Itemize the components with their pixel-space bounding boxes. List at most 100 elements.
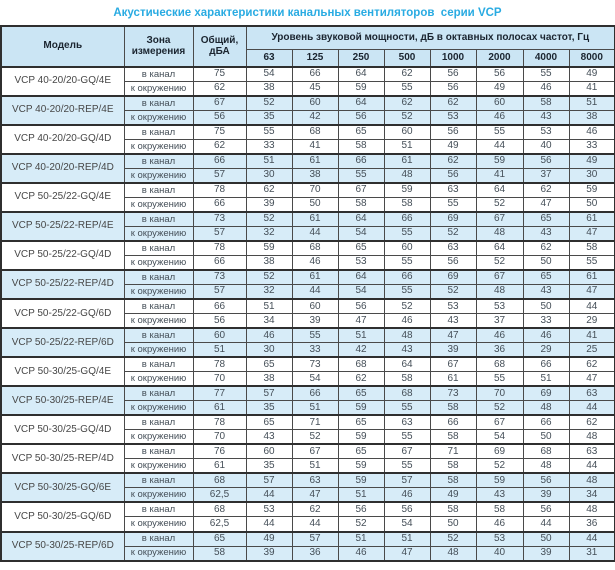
table-body: VCP 40-20/20-GQ/4E в канал 75 54 66 64 62 56 56 5… [0,65,615,562]
freq-8000-cell: 44 [568,400,615,416]
freq-63-cell: 44 [245,487,293,503]
freq-125-cell: 33 [291,342,339,358]
freq-250-cell: 59 [337,81,385,97]
model-name-cell: VCP 50-25/22-GQ/6D [0,298,125,329]
freq-63-cell: 30 [245,342,293,358]
model-name-cell: VCP 50-30/25-REP/6D [0,530,125,562]
zone-out-cell: к окружению [123,487,194,503]
freq-8000-cell: 44 [568,530,615,547]
freq-1000-cell: 52 [429,530,477,547]
header-model: Модель [0,25,125,68]
freq-1000-cell: 69 [429,269,477,286]
zone-in-cell: в канал [123,298,194,315]
freq-2000-cell: 36 [475,342,524,358]
total-dba-cell: 68 [192,472,247,489]
zone-out-cell: к окружению [123,342,194,358]
model-name-cell: VCP 50-30/25-REP/4E [0,385,125,416]
total-dba-cell: 75 [192,66,247,82]
freq-2000-cell: 64 [475,182,524,199]
freq-63-cell: 46 [245,327,293,344]
freq-8000-cell: 61 [568,269,615,286]
freq-1000-cell: 62 [429,95,477,112]
freq-1000-cell: 48 [429,545,477,562]
total-dba-cell: 62,5 [192,516,247,532]
freq-1000-cell: 52 [429,226,477,242]
header-freq-4000: 4000 [522,49,570,68]
freq-125-cell: 44 [291,226,339,242]
freq-500-cell: 66 [383,211,431,228]
freq-500-cell: 55 [383,284,431,300]
freq-2000-cell: 64 [475,240,524,257]
freq-1000-cell: 61 [429,371,477,387]
total-dba-cell: 56 [192,313,247,329]
freq-125-cell: 39 [291,313,339,329]
zone-in-cell: в канал [123,327,194,344]
freq-8000-cell: 46 [568,124,615,141]
zone-in-cell: в канал [123,95,194,112]
zone-out-cell: к окружению [123,458,194,474]
freq-8000-cell: 49 [568,153,615,170]
freq-125-cell: 44 [291,284,339,300]
freq-1000-cell: 58 [429,400,477,416]
freq-8000-cell: 59 [568,182,615,199]
freq-4000-cell: 69 [522,385,570,402]
freq-2000-cell: 58 [475,501,524,518]
freq-125-cell: 66 [291,385,339,402]
total-dba-cell: 78 [192,182,247,199]
freq-8000-cell: 51 [568,95,615,112]
freq-500-cell: 61 [383,153,431,170]
table-row: VCP 50-25/22-GQ/4E в канал 78 62 70 67 59 63 64 6… [0,182,615,213]
freq-1000-cell: 49 [429,139,477,155]
freq-4000-cell: 50 [522,298,570,315]
freq-63-cell: 57 [245,385,293,402]
freq-4000-cell: 37 [522,168,570,184]
freq-500-cell: 51 [383,139,431,155]
freq-8000-cell: 47 [568,371,615,387]
freq-500-cell: 63 [383,414,431,431]
model-name-cell: VCP 50-25/22-REP/4E [0,211,125,242]
zone-out-cell: к окружению [123,371,194,387]
table-row: VCP 50-25/22-REP/4E в канал 73 52 61 64 66 69 67… [0,211,615,242]
freq-1000-cell: 66 [429,414,477,431]
header-freq-group: Уровень звуковой мощности, дБ в октавных… [245,25,615,50]
model-name-cell: VCP 50-30/25-GQ/4E [0,356,125,387]
freq-63-cell: 38 [245,81,293,97]
freq-2000-cell: 43 [475,487,524,503]
freq-4000-cell: 56 [522,501,570,518]
model-name-cell: VCP 40-20/20-GQ/4E [0,65,125,97]
freq-125-cell: 46 [291,255,339,271]
freq-500-cell: 58 [383,371,431,387]
freq-8000-cell: 30 [568,168,615,184]
freq-125-cell: 54 [291,371,339,387]
freq-4000-cell: 51 [522,371,570,387]
freq-63-cell: 39 [245,545,293,562]
freq-4000-cell: 44 [522,516,570,532]
zone-in-cell: в канал [123,66,194,82]
freq-250-cell: 64 [337,95,385,112]
freq-4000-cell: 56 [522,153,570,170]
freq-125-cell: 45 [291,81,339,97]
table-row: VCP 50-25/22-GQ/6D в канал 66 51 60 56 52 53 53 5… [0,298,615,329]
table-row: к окружению 56 35 42 56 52 53 46 43 38 [1,110,615,126]
freq-2000-cell: 70 [475,385,524,402]
freq-4000-cell: 39 [522,487,570,503]
freq-250-cell: 64 [337,269,385,286]
total-dba-cell: 57 [192,168,247,184]
freq-125-cell: 44 [291,516,339,532]
freq-63-cell: 60 [245,443,293,460]
freq-2000-cell: 52 [475,458,524,474]
freq-8000-cell: 48 [568,472,615,489]
freq-63-cell: 54 [245,66,293,82]
freq-125-cell: 38 [291,168,339,184]
header-freq-500: 500 [383,49,431,68]
total-dba-cell: 51 [192,342,247,358]
freq-8000-cell: 44 [568,458,615,474]
freq-250-cell: 58 [337,139,385,155]
freq-4000-cell: 55 [522,66,570,82]
freq-8000-cell: 47 [568,284,615,300]
freq-1000-cell: 62 [429,153,477,170]
freq-2000-cell: 46 [475,110,524,126]
freq-250-cell: 64 [337,211,385,228]
freq-63-cell: 35 [245,458,293,474]
total-dba-cell: 75 [192,124,247,141]
